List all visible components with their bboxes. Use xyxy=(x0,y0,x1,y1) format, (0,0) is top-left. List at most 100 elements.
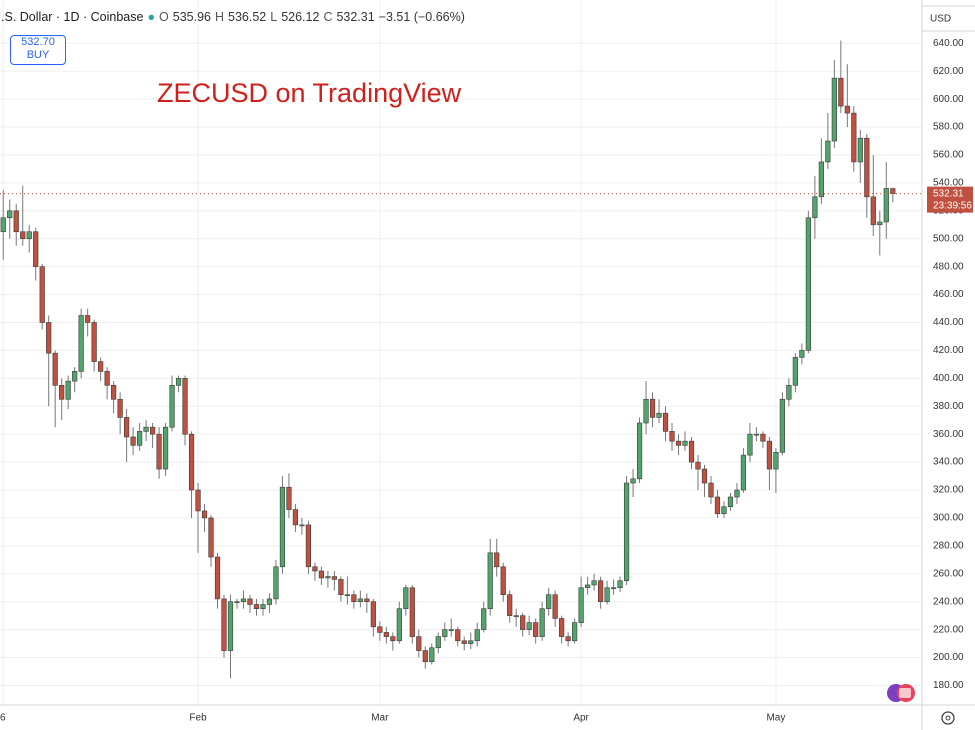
body xyxy=(91,322,97,362)
candle xyxy=(227,594,234,679)
body xyxy=(46,322,52,354)
body xyxy=(65,380,71,400)
candle xyxy=(844,64,850,128)
ohlc-key: H xyxy=(214,10,225,24)
body xyxy=(72,371,78,382)
body xyxy=(623,482,630,582)
candle xyxy=(818,138,824,204)
body xyxy=(39,266,45,323)
candle xyxy=(513,608,519,627)
candle xyxy=(273,559,279,605)
candle xyxy=(669,423,675,451)
body xyxy=(331,576,337,580)
body xyxy=(169,385,175,428)
body xyxy=(526,622,532,630)
body xyxy=(474,629,480,642)
candle xyxy=(747,423,753,463)
body xyxy=(377,626,383,633)
candle xyxy=(572,618,578,644)
body xyxy=(422,650,428,663)
y-tick-label: 300.00 xyxy=(933,513,964,524)
body xyxy=(143,426,149,432)
candle xyxy=(0,189,6,260)
candle xyxy=(734,483,740,504)
candle xyxy=(714,490,721,518)
y-tick-label: 320.00 xyxy=(933,485,964,496)
body xyxy=(396,608,402,642)
x-tick-label: Apr xyxy=(573,713,589,724)
candle xyxy=(247,594,253,613)
body xyxy=(286,486,292,510)
ohlc-key: L xyxy=(270,10,278,24)
y-tick-label: 280.00 xyxy=(933,540,964,551)
body xyxy=(234,601,240,603)
body xyxy=(610,587,617,590)
gear[interactable] xyxy=(941,711,955,725)
candle xyxy=(604,580,610,605)
candle xyxy=(260,598,266,616)
y-tick-label: 200.00 xyxy=(933,652,964,663)
candle xyxy=(383,626,389,644)
body xyxy=(701,468,708,484)
gear-center[interactable] xyxy=(945,715,951,721)
y-tick-label: 340.00 xyxy=(933,457,964,468)
candle xyxy=(65,375,71,410)
body xyxy=(227,601,234,651)
plot xyxy=(0,0,922,705)
body xyxy=(747,433,753,456)
candle xyxy=(214,552,221,609)
body xyxy=(370,601,376,628)
candle xyxy=(474,622,480,647)
candle xyxy=(59,378,65,421)
body xyxy=(312,566,318,572)
candle xyxy=(507,590,513,623)
body xyxy=(156,433,162,470)
y-tick-label: 560.00 xyxy=(933,150,964,161)
candle xyxy=(292,503,299,532)
candle xyxy=(221,594,227,658)
body xyxy=(539,608,545,637)
candle xyxy=(695,455,701,491)
candle xyxy=(130,427,136,456)
body xyxy=(753,433,760,436)
candle xyxy=(325,570,331,588)
body xyxy=(786,385,792,400)
candle xyxy=(111,381,117,414)
body xyxy=(507,594,513,616)
buy-price[interactable]: 532.70 xyxy=(21,36,55,48)
candle xyxy=(124,409,130,463)
settings-icon[interactable] xyxy=(941,711,955,725)
body xyxy=(188,433,195,491)
body xyxy=(487,552,493,609)
status-dot: ● xyxy=(147,10,156,24)
y-tick-label: 500.00 xyxy=(933,233,964,244)
currency-label: USD xyxy=(930,14,951,25)
candle xyxy=(851,106,857,172)
candle xyxy=(162,423,169,477)
body xyxy=(805,217,811,351)
body xyxy=(844,105,850,114)
candle xyxy=(721,501,727,518)
body xyxy=(636,422,643,480)
body xyxy=(883,188,889,223)
body xyxy=(455,629,461,642)
body xyxy=(279,486,286,568)
candle xyxy=(857,129,863,183)
candle xyxy=(740,448,747,493)
candle xyxy=(805,210,811,354)
y-tick-label: 420.00 xyxy=(933,345,964,356)
candle xyxy=(500,562,506,602)
candle xyxy=(461,636,467,651)
body xyxy=(111,385,117,400)
body xyxy=(799,350,805,358)
candle xyxy=(597,576,604,609)
candle xyxy=(526,615,532,636)
candle xyxy=(585,576,591,595)
candle xyxy=(98,357,104,382)
candle xyxy=(208,515,214,567)
y-tick-label: 620.00 xyxy=(933,66,964,77)
buy-button[interactable]: 532.70 BUY xyxy=(10,35,66,65)
body xyxy=(7,210,13,219)
buy-label[interactable]: BUY xyxy=(26,49,50,61)
body xyxy=(714,496,721,515)
